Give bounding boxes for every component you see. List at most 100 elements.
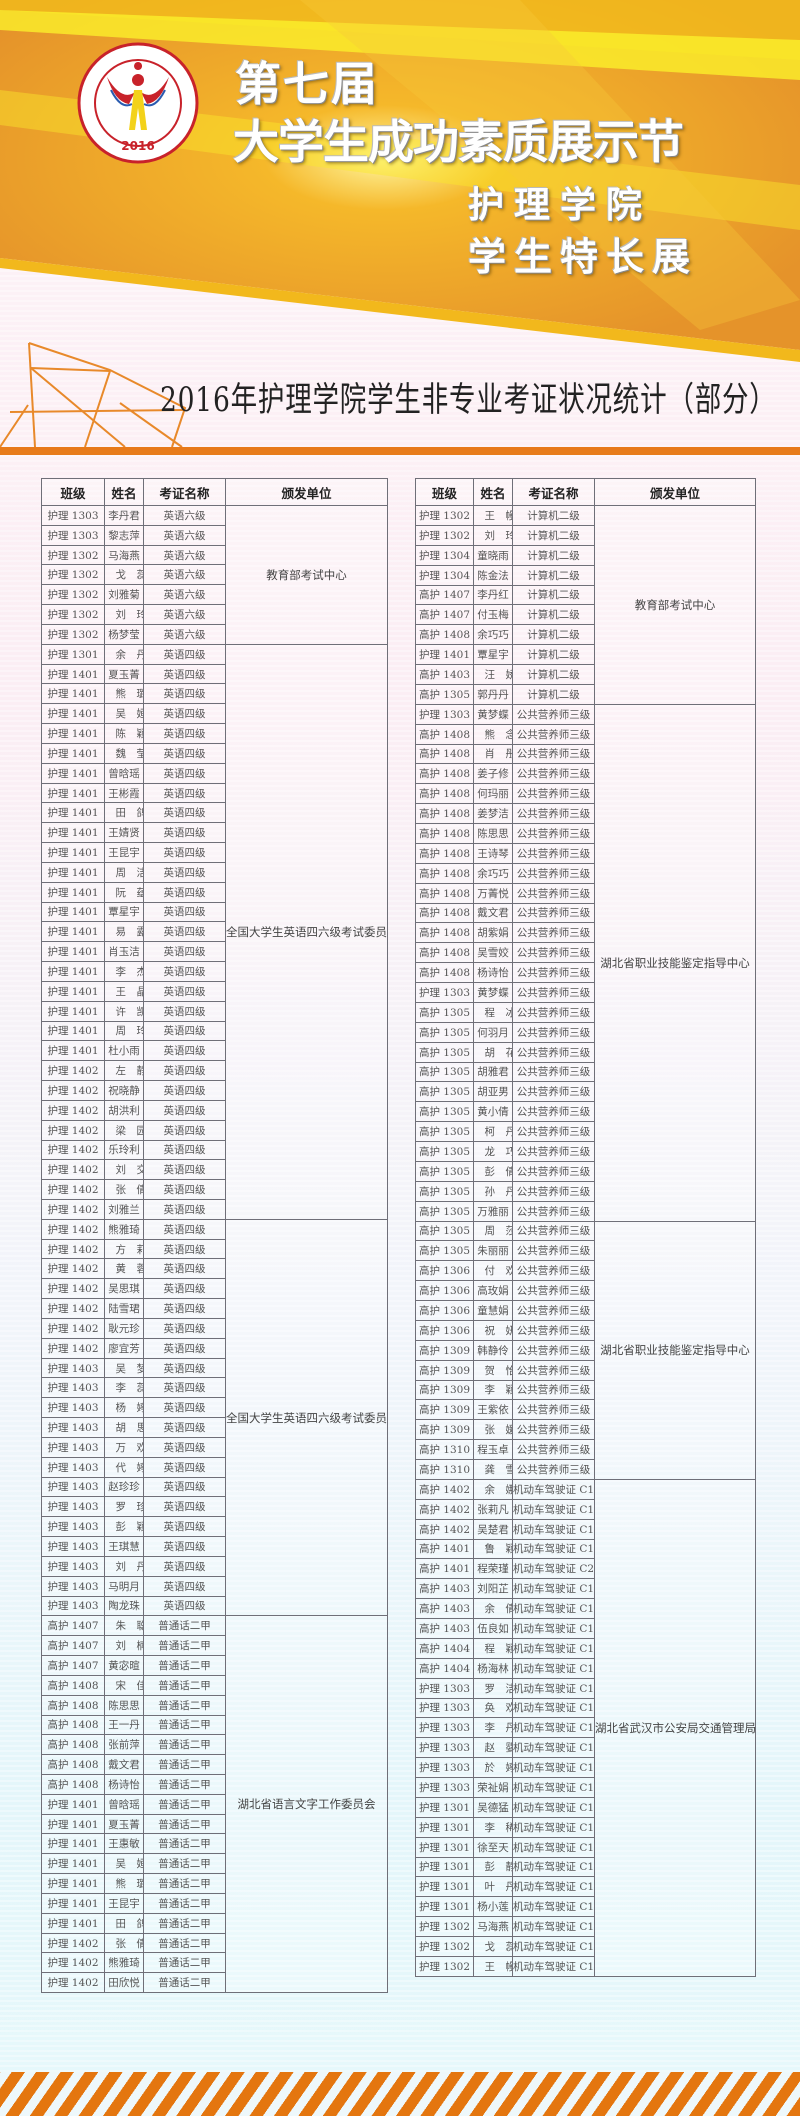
name-cell: 吴姮 <box>104 1853 144 1875</box>
class-cell: 高护 1408 <box>415 942 474 964</box>
class-cell: 护理 1401 <box>41 782 105 804</box>
class-cell: 护理 1403 <box>41 1436 105 1458</box>
table-row: 护理 1302王幔计算机二级教育部考试中心 <box>415 505 756 705</box>
name-cell: 杨海林 <box>473 1657 513 1679</box>
name-cell: 柯丹 <box>473 1121 513 1142</box>
class-cell: 高护 1305 <box>415 1141 474 1162</box>
table-row: 护理 1301彭静机动车驾驶证 C1 <box>415 1856 756 1878</box>
table-row: 高护 1407 李丹红 计算机二级 <box>415 584 756 606</box>
class-cell: 高护 1407 <box>415 584 474 606</box>
class-cell: 护理 1302 <box>41 604 105 625</box>
name-cell: 杨诗怡 <box>473 962 513 983</box>
name-cell: 刘雅菊 <box>104 584 144 606</box>
name-cell: 徐至天 <box>473 1836 513 1858</box>
table-row: 护理 1402 田欣悦 普通话二甲 <box>41 1972 388 1994</box>
class-cell: 护理 1402 <box>41 1099 105 1121</box>
name-cell: 吴德猛 <box>473 1796 513 1818</box>
certificate-cell: 英语四级 <box>143 1218 226 1240</box>
table-row: 护理 1401田鸽普通话二甲 <box>41 1912 388 1934</box>
table-row: 高护 1305 朱丽丽 公共营养师三级 <box>415 1240 756 1262</box>
name-cell: 祝妍 <box>473 1319 513 1341</box>
certificate-cell: 计算机二级 <box>512 564 595 586</box>
class-cell: 护理 1401 <box>41 1793 105 1815</box>
certificate-cell: 普通话二甲 <box>143 1952 226 1974</box>
certificate-cell: 公共营养师三级 <box>512 1280 595 1301</box>
class-cell: 高护 1305 <box>415 1200 474 1222</box>
table-row: 护理 1302 马海燕 英语六级 <box>41 544 388 566</box>
name-cell: 杨小莲 <box>473 1896 513 1918</box>
name-cell: 杜小雨 <box>104 1040 144 1062</box>
certificate-cell: 英语四级 <box>143 1397 226 1419</box>
name-cell: 黄蓉 <box>104 1258 144 1280</box>
table-row: 护理 1403杨婷英语四级 <box>41 1397 388 1419</box>
class-cell: 高护 1403 <box>415 1618 474 1639</box>
name-cell: 王晶 <box>104 980 144 1002</box>
name-cell: 陆雪珺 <box>104 1298 144 1319</box>
class-cell: 护理 1301 <box>415 1856 474 1878</box>
class-cell: 护理 1401 <box>41 881 105 903</box>
table-row: 护理 1401易露英语四级 <box>41 921 388 943</box>
table-row: 高护 1305 郭丹丹 计算机二级 <box>415 683 756 705</box>
class-cell: 护理 1402 <box>41 1080 105 1101</box>
class-cell: 护理 1401 <box>41 980 105 1002</box>
banner-line-3: 护理学院 <box>468 184 653 226</box>
name-cell: 陈思思 <box>473 823 513 844</box>
certificate-cell: 英语四级 <box>143 1119 226 1141</box>
name-cell: 戴文君 <box>473 902 513 924</box>
name-cell: 马海燕 <box>473 1916 513 1937</box>
name-cell: 罗洁 <box>473 1677 513 1699</box>
class-cell: 高护 1401 <box>415 1558 474 1580</box>
certificate-cell: 机动车驾驶证 C1 <box>512 1578 595 1600</box>
certificate-cell: 英语四级 <box>143 1040 226 1062</box>
certificate-cell: 普通话二甲 <box>143 1972 226 1994</box>
class-cell: 高护 1310 <box>415 1439 474 1460</box>
certificate-cell: 公共营养师三级 <box>512 703 595 725</box>
certificate-cell: 英语四级 <box>143 1377 226 1399</box>
name-cell: 彭倩 <box>473 1160 513 1182</box>
table-row: 高护 1402 张莉凡 机动车驾驶证 C1 <box>415 1498 756 1520</box>
column-header-issuer: 颁发单位 <box>225 478 388 506</box>
class-cell: 护理 1401 <box>41 842 105 863</box>
certificate-cell: 英语四级 <box>143 1000 226 1022</box>
name-cell: 王一丹 <box>104 1714 144 1736</box>
table-row: 护理 1302 杨梦莹 英语六级 <box>41 623 388 645</box>
class-cell: 护理 1402 <box>41 1060 105 1082</box>
class-cell: 护理 1401 <box>41 1813 105 1835</box>
name-cell: 贺怡 <box>473 1359 513 1381</box>
certificate-cell: 公共营养师三级 <box>512 763 595 785</box>
class-cell: 护理 1401 <box>41 703 105 725</box>
certificate-cell: 公共营养师三级 <box>512 803 595 824</box>
class-cell: 高护 1407 <box>41 1635 105 1657</box>
certificate-cell: 普通话二甲 <box>143 1932 226 1954</box>
class-cell: 高护 1309 <box>415 1379 474 1401</box>
name-cell: 刘阳芷 <box>473 1578 513 1600</box>
class-cell: 护理 1401 <box>41 1833 105 1855</box>
class-cell: 高护 1408 <box>41 1734 105 1756</box>
table-row: 护理 1402 耿元珍 英语四级 <box>41 1317 388 1339</box>
column-header-certificate: 考证名称 <box>143 478 226 506</box>
certificate-cell: 普通话二甲 <box>143 1694 226 1716</box>
name-cell: 陈金法 <box>473 564 513 586</box>
certificate-cell: 英语六级 <box>143 544 226 566</box>
class-cell: 护理 1402 <box>41 1119 105 1141</box>
name-cell: 张倩 <box>104 1179 144 1200</box>
table-row: 高护 1403 刘阳芷 机动车驾驶证 C1 <box>415 1578 756 1600</box>
certificate-cell: 英语四级 <box>143 1337 226 1359</box>
name-cell: 陈颖 <box>104 723 144 744</box>
yellow-streak <box>0 10 800 80</box>
table-row: 护理 1403刘丹英语四级 <box>41 1555 388 1577</box>
class-cell: 护理 1403 <box>41 1595 105 1617</box>
name-cell: 奂欢 <box>473 1697 513 1719</box>
certificate-cell: 公共营养师三级 <box>512 1260 595 1282</box>
name-cell: 龚雪 <box>473 1459 513 1480</box>
name-cell: 梁园 <box>104 1119 144 1141</box>
class-cell: 护理 1402 <box>41 1952 105 1974</box>
class-cell: 高护 1309 <box>415 1419 474 1441</box>
certificate-cell: 计算机二级 <box>512 664 595 685</box>
name-cell: 余娜 <box>473 1478 513 1500</box>
class-cell: 高护 1306 <box>415 1260 474 1282</box>
table-row: 护理 1403万欢英语四级 <box>41 1436 388 1458</box>
table-row: 护理 1401 夏玉菁 英语四级 <box>41 663 388 685</box>
name-cell: 鲁颖 <box>473 1538 513 1560</box>
table-row: 高护 1403 伍良如 机动车驾驶证 C1 <box>415 1618 756 1639</box>
